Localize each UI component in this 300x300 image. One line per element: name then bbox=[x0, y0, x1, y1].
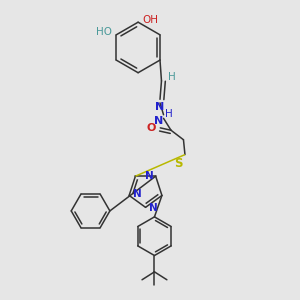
Text: H: H bbox=[165, 109, 173, 119]
Text: HO: HO bbox=[96, 27, 112, 38]
Text: N: N bbox=[145, 171, 153, 181]
Text: OH: OH bbox=[142, 15, 159, 25]
Text: H: H bbox=[168, 72, 176, 82]
Text: S: S bbox=[174, 157, 183, 170]
Text: O: O bbox=[146, 123, 155, 133]
Text: N: N bbox=[149, 203, 158, 213]
Text: N: N bbox=[133, 189, 142, 199]
Text: N: N bbox=[155, 102, 165, 112]
Text: N: N bbox=[154, 116, 163, 126]
